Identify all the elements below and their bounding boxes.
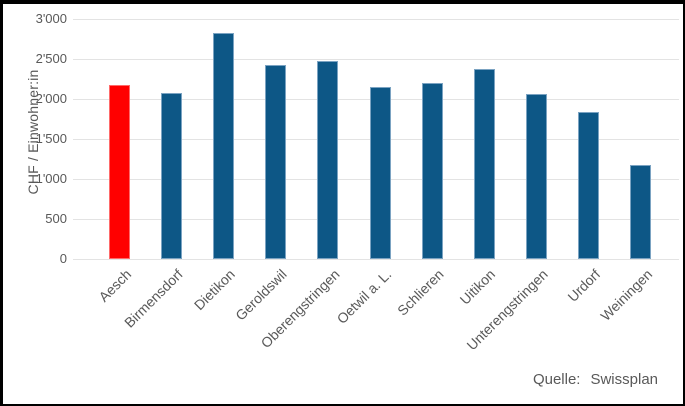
- bar-urdorf: [577, 111, 599, 259]
- source-note: Quelle: Swissplan: [533, 371, 658, 388]
- bar-weiningen: [630, 164, 652, 259]
- bar-oberengstringen: [317, 61, 339, 259]
- bar-uitikon: [473, 69, 495, 259]
- bar-oetwil-a-l-: [369, 87, 391, 259]
- bar-geroldswil: [265, 64, 287, 259]
- bar-schlieren: [421, 83, 443, 259]
- bar-unterengstringen: [525, 94, 547, 259]
- y-tick-label: 500: [45, 211, 67, 226]
- source-value: Swissplan: [590, 371, 658, 388]
- y-tick-label: 0: [59, 251, 67, 266]
- gridline: [73, 19, 679, 20]
- y-tick-label: 2'500: [35, 51, 67, 66]
- y-tick-label: 1'500: [35, 131, 67, 146]
- bar-aesch: [109, 84, 131, 259]
- y-tick-label: 2'000: [35, 91, 67, 106]
- source-label: Quelle:: [532, 371, 581, 388]
- bar-birmensdorf: [161, 92, 183, 259]
- bar-dietikon: [213, 32, 235, 259]
- gridline: [73, 59, 679, 60]
- y-tick-label: 1'000: [35, 171, 67, 186]
- gridline: [73, 259, 679, 260]
- y-tick-label: 3'000: [35, 11, 67, 26]
